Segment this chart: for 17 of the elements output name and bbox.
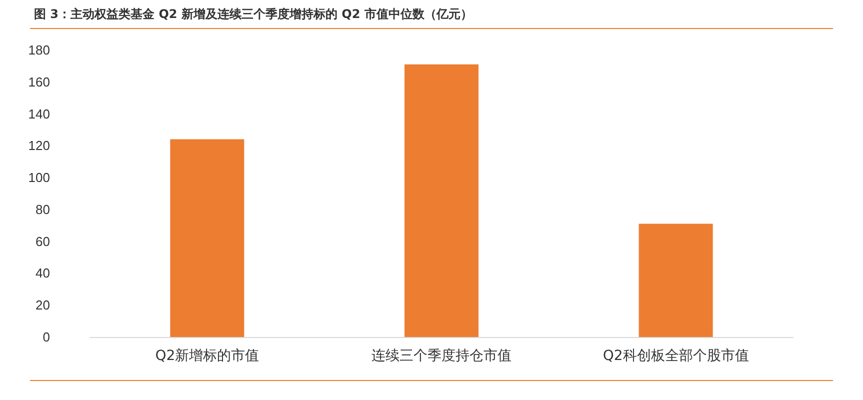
y-tick-label: 40 bbox=[36, 266, 50, 281]
y-tick-label: 20 bbox=[36, 298, 50, 313]
bar bbox=[170, 139, 244, 337]
y-tick-label: 140 bbox=[28, 106, 50, 122]
y-tick-label: 0 bbox=[42, 330, 50, 344]
y-tick-label: 180 bbox=[28, 42, 50, 58]
x-tick-label: Q2科创板全部个股市值 bbox=[602, 348, 749, 364]
y-tick-label: 80 bbox=[36, 202, 50, 217]
x-tick-label: 连续三个季度持仓市值 bbox=[372, 348, 512, 364]
y-tick-label: 160 bbox=[28, 74, 50, 90]
bar bbox=[638, 224, 713, 337]
x-tick-label: Q2新增标的市值 bbox=[155, 348, 260, 364]
y-tick-label: 100 bbox=[28, 170, 50, 186]
y-tick-label: 120 bbox=[28, 138, 50, 154]
bar bbox=[404, 64, 478, 337]
y-tick-label: 60 bbox=[36, 234, 50, 249]
chart-title: 图 3：主动权益类基金 Q2 新增及连续三个季度增持标的 Q2 市值中位数（亿元） bbox=[34, 6, 472, 23]
